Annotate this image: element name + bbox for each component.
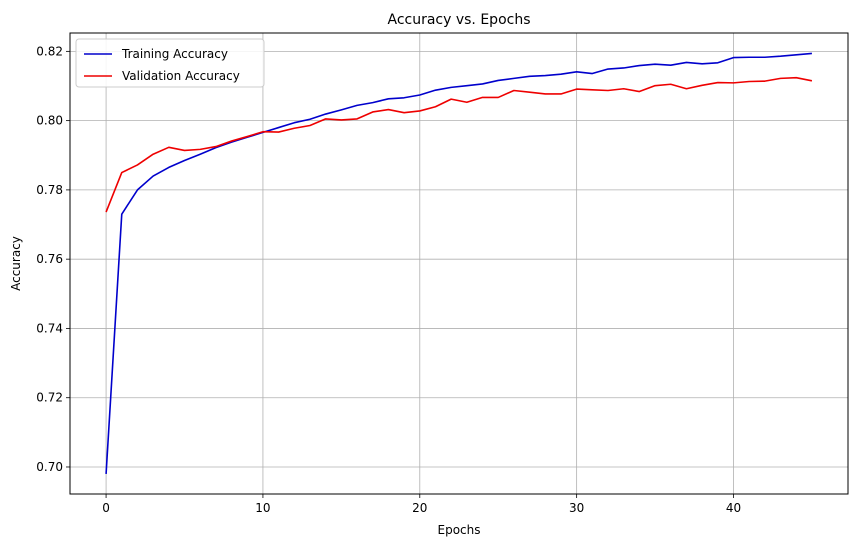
legend-label: Training Accuracy [121,47,228,61]
y-axis-label: Accuracy [9,236,23,291]
y-tick-label: 0.72 [36,391,63,405]
y-tick-label: 0.76 [36,252,63,266]
y-tick-label: 0.80 [36,114,63,128]
validation-accuracy-line [105,76,813,213]
legend-label: Validation Accuracy [122,69,240,83]
y-tick-label: 0.82 [36,44,63,58]
chart-title: Accuracy vs. Epochs [387,12,530,28]
legend: Training Accuracy Validation Accuracy [75,38,265,88]
x-tick-label: 30 [569,501,584,515]
series-lines [105,52,813,474]
grid [70,33,848,494]
y-tick-label: 0.74 [36,321,63,335]
plot-frame [69,32,849,495]
x-tick-label: 10 [255,501,270,515]
y-axis-ticks: 0.70 0.72 0.74 0.76 0.78 0.80 0.82 [36,44,70,474]
legend-box [75,38,265,88]
x-tick-label: 40 [726,501,741,515]
x-axis-ticks: 0 10 20 30 40 [102,494,741,515]
x-tick-label: 0 [102,501,110,515]
x-tick-label: 20 [412,501,427,515]
y-tick-label: 0.70 [36,460,63,474]
training-accuracy-line [105,52,812,474]
x-axis-label: Epochs [438,523,481,537]
y-tick-label: 0.78 [36,183,63,197]
